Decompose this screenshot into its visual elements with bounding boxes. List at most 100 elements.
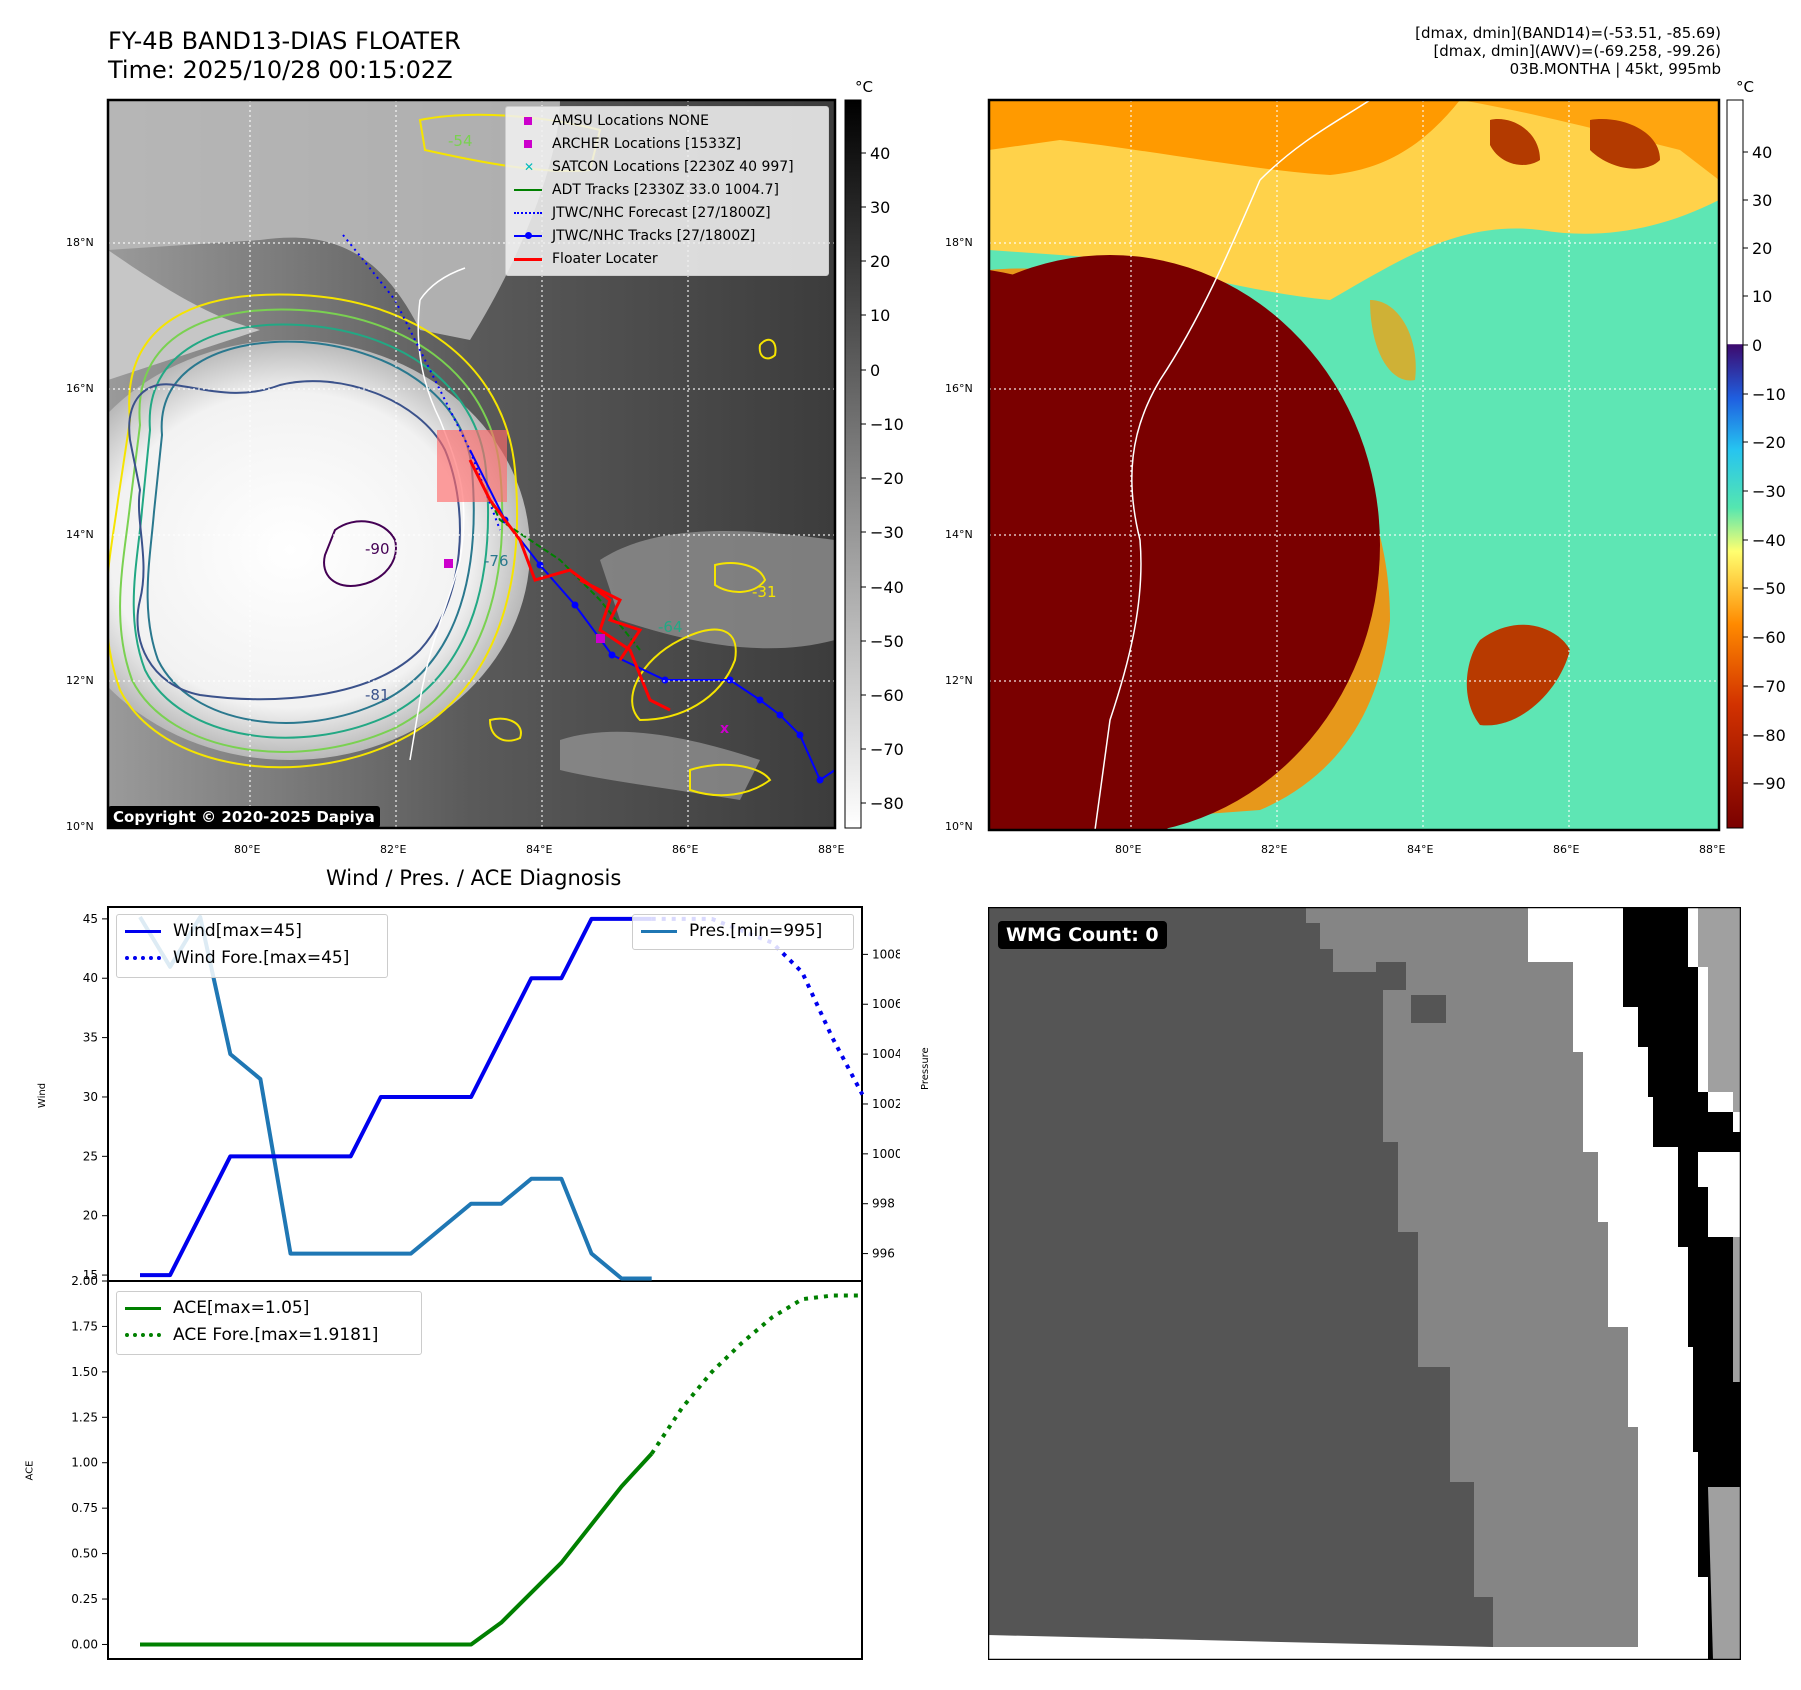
contour-label: -64 (658, 618, 683, 636)
lon-label: 80°E (234, 843, 261, 856)
lat-label: 12°N (945, 674, 973, 687)
dotted-line-swatch-icon (125, 1333, 161, 1337)
legend-item: ACE Fore.[max=1.9181] (125, 1325, 378, 1345)
legend-item: Pres.[min=995] (641, 921, 822, 941)
dotted-line-swatch-icon (514, 212, 542, 214)
legend-label: Wind Fore.[max=45] (173, 948, 350, 968)
colorbar-tick: −10 (1752, 385, 1786, 404)
dotted-line-swatch-icon (125, 956, 161, 960)
ace-tick-label: 0.25 (71, 1592, 98, 1606)
awv-imagery (989, 100, 1719, 830)
legend-item: ADT Tracks [2330Z 33.0 1004.7] (514, 182, 779, 198)
colorbar-tick: 0 (870, 361, 881, 380)
colorbar-tick: −30 (1752, 482, 1786, 501)
legend-label: Pres.[min=995] (689, 921, 823, 941)
legend-item: JTWC/NHC Tracks [27/1800Z] (514, 228, 755, 244)
ace-y-axis: 0.00 0.25 0.50 0.75 1.00 1.25 1.50 1.75 2.00 (71, 1274, 108, 1651)
wmg-count-badge: WMG Count: 0 (998, 921, 1167, 949)
colorbar-tick: −60 (1752, 628, 1786, 647)
legend-item: ACE[max=1.05] (125, 1298, 309, 1318)
line-swatch-icon (514, 257, 542, 261)
colorbar-tick: −30 (870, 523, 904, 542)
pressure-axis-label: Pressure (920, 1047, 931, 1090)
lon-label: 84°E (1407, 843, 1434, 856)
colorbar-tick: 0 (1752, 336, 1763, 355)
wind-tick-label: 35 (83, 1031, 98, 1045)
legend-label: SATCON Locations [2230Z 40 997] (552, 159, 794, 175)
wind-tick-label: 15 (83, 1268, 98, 1282)
colorbar-tick: 30 (870, 198, 891, 217)
colorbar-tick: −40 (870, 578, 904, 597)
legend-item: ARCHER Locations [1533Z] (514, 136, 741, 152)
colorbar-tick: −70 (870, 740, 904, 759)
lat-label: 14°N (945, 528, 973, 541)
pressure-tick-label: 1002 (872, 1097, 900, 1111)
lat-label: 10°N (945, 820, 973, 833)
line-dot-swatch-icon (514, 232, 542, 239)
wind-tick-label: 40 (83, 971, 98, 985)
legend-item: Floater Locater (514, 251, 658, 267)
ace-tick-label: 2.00 (71, 1274, 98, 1288)
pressure-tick-label: 996 (872, 1247, 895, 1261)
colorbar-tick: 30 (1752, 191, 1773, 210)
lon-label: 86°E (1553, 843, 1580, 856)
square-marker-icon (524, 117, 532, 125)
info-band14: [dmax, dmin](BAND14)=(-53.51, -85.69) (1415, 24, 1721, 42)
lat-label: 18°N (945, 236, 973, 249)
contour-label: -90 (365, 540, 390, 558)
contour-label: -76 (484, 552, 509, 570)
colorbar-tick: −70 (1752, 677, 1786, 696)
colorbar-tick: 40 (870, 144, 891, 163)
wind-tick-label: 25 (83, 1149, 98, 1163)
colorbar-tick: −20 (870, 469, 904, 488)
ace-axis-label: ACE (24, 1460, 36, 1481)
colorbar-tick: −50 (870, 632, 904, 651)
copyright-badge: Copyright © 2020-2025 Dapiya (108, 806, 380, 828)
legend-label: ACE[max=1.05] (173, 1298, 310, 1318)
square-marker-icon (524, 140, 532, 148)
diagnosis-chart: 15 20 25 30 35 40 45 996 998 1000 1002 1004 1006 100… (71, 906, 900, 1660)
title-line-1: FY-4B BAND13-DIAS FLOATER (108, 27, 461, 55)
lat-label: 14°N (66, 528, 94, 541)
legend-item: AMSU Locations NONE (514, 113, 709, 129)
diagnosis-title: Wind / Pres. / ACE Diagnosis (326, 866, 622, 890)
colorbar-tick: −20 (1752, 433, 1786, 452)
lat-label: 16°N (66, 382, 94, 395)
line-swatch-icon (514, 189, 542, 191)
pressure-y-axis: 996 998 1000 1002 1004 1006 1008 (862, 947, 900, 1261)
ir-colorbar-unit: °C (855, 78, 873, 96)
legend-label: ADT Tracks [2330Z 33.0 1004.7] (552, 182, 779, 198)
line-swatch-icon (125, 1306, 161, 1310)
lat-label: 18°N (66, 236, 94, 249)
colorbar-tick: −80 (870, 794, 904, 813)
colorbar-tick: 10 (870, 306, 891, 325)
ace-tick-label: 0.00 (71, 1637, 98, 1651)
pressure-legend: Pres.[min=995] (632, 914, 854, 950)
contour-label: -81 (365, 686, 390, 704)
info-storm: 03B.MONTHA | 45kt, 995mb (1509, 60, 1721, 78)
lon-label: 80°E (1115, 843, 1142, 856)
legend-label: ACE Fore.[max=1.9181] (173, 1325, 379, 1345)
wind-y-axis: 15 20 25 30 35 40 45 (83, 912, 108, 1282)
colorbar-tick: −40 (1752, 531, 1786, 550)
lon-label: 86°E (672, 843, 699, 856)
info-awv: [dmax, dmin](AWV)=(-69.258, -99.26) (1433, 42, 1721, 60)
colorbar-tick: 10 (1752, 287, 1773, 306)
legend-label: ARCHER Locations [1533Z] (552, 136, 742, 152)
pressure-series-line (138, 914, 652, 1281)
lat-label: 16°N (945, 382, 973, 395)
pressure-tick-label: 1006 (872, 997, 900, 1011)
ace-legend: ACE[max=1.05] ACE Fore.[max=1.9181] (116, 1291, 422, 1355)
lat-label: 12°N (66, 674, 94, 687)
wind-legend: Wind[max=45] Wind Fore.[max=45] (116, 914, 388, 978)
ace-tick-label: 0.75 (71, 1501, 98, 1515)
awv-colorbar-unit: °C (1736, 78, 1754, 96)
legend-item: ✕ SATCON Locations [2230Z 40 997] (514, 159, 794, 175)
ace-tick-label: 0.50 (71, 1547, 98, 1561)
wind-tick-label: 20 (83, 1209, 98, 1223)
wind-axis-label: Wind (37, 1082, 49, 1109)
wind-series-line (140, 916, 652, 1278)
pressure-tick-label: 1000 (872, 1147, 900, 1161)
ace-forecast-series-line (650, 1293, 863, 1455)
lon-label: 88°E (818, 843, 845, 856)
